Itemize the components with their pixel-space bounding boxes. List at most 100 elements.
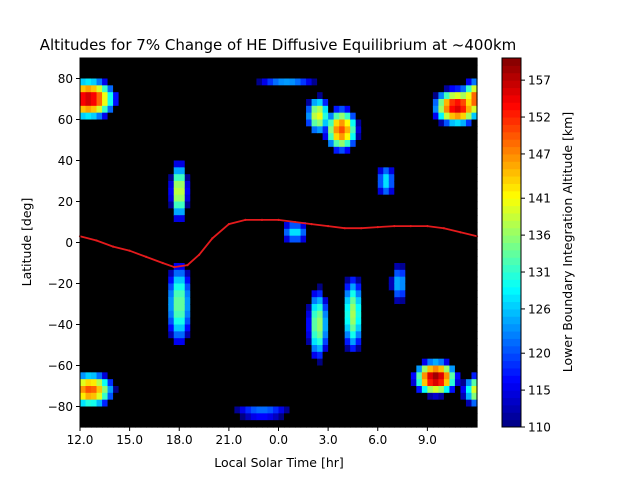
contour-cell <box>460 413 467 421</box>
contour-cell <box>179 276 186 285</box>
contour-cell <box>184 228 191 237</box>
contour-cell <box>124 379 131 387</box>
contour-cell <box>113 78 120 86</box>
line-point <box>244 218 247 221</box>
contour-cell <box>162 406 169 414</box>
contour-cell <box>157 222 164 230</box>
contour-cell <box>432 324 439 332</box>
contour-cell <box>190 58 197 66</box>
contour-cell <box>107 420 114 428</box>
contour-cell <box>80 112 87 121</box>
contour-cell <box>250 64 258 73</box>
contour-cell <box>179 283 186 291</box>
contour-cell <box>284 181 291 189</box>
contour-cell <box>300 208 307 216</box>
contour-cell <box>355 310 362 319</box>
contour-cell <box>118 338 125 346</box>
contour-cell <box>399 133 406 141</box>
contour-cell <box>427 297 434 305</box>
contour-cell <box>388 263 395 271</box>
contour-cell <box>140 85 147 93</box>
contour-cell <box>234 146 241 155</box>
contour-cell <box>460 167 467 175</box>
contour-cell <box>306 290 313 298</box>
contour-cell <box>443 310 451 319</box>
contour-cell <box>388 324 395 332</box>
contour-cell <box>284 167 291 175</box>
y-tick-label: 80 <box>58 72 73 86</box>
contour-cell <box>427 167 434 175</box>
contour-cell <box>443 242 451 250</box>
contour-cell <box>190 351 197 360</box>
contour-cell <box>212 112 219 121</box>
contour-cell <box>96 174 103 182</box>
contour-cell <box>372 92 379 100</box>
contour-cell <box>129 249 136 257</box>
contour-cell <box>129 345 136 353</box>
contour-cell <box>173 78 180 86</box>
contour-cell <box>350 64 357 73</box>
contour-cell <box>317 269 324 278</box>
contour-cell <box>140 358 147 367</box>
contour-cell <box>322 126 329 134</box>
contour-cell <box>80 351 87 360</box>
contour-cell <box>85 208 92 216</box>
contour-cell <box>460 174 467 182</box>
contour-cell <box>173 174 180 182</box>
contour-cell <box>206 297 213 305</box>
contour-cell <box>471 133 478 141</box>
colorbar-band <box>502 58 521 66</box>
contour-cell <box>228 420 235 428</box>
contour-cell <box>85 126 92 134</box>
contour-cell <box>432 338 439 346</box>
contour-cell <box>151 317 158 326</box>
contour-cell <box>328 263 335 271</box>
contour-cell <box>449 126 456 134</box>
contour-cell <box>383 99 390 107</box>
line-point <box>260 218 264 221</box>
contour-cell <box>140 297 147 305</box>
contour-cell <box>239 71 247 80</box>
contour-cell <box>146 153 153 162</box>
contour-cell <box>454 146 462 155</box>
contour-cell <box>179 249 186 257</box>
contour-cell <box>272 78 280 86</box>
contour-cell <box>465 351 473 360</box>
contour-cell <box>217 140 224 148</box>
contour-cell <box>372 112 379 121</box>
contour-cell <box>195 64 202 73</box>
contour-cell <box>223 365 230 373</box>
contour-cell <box>295 351 302 360</box>
contour-cell <box>179 167 186 175</box>
contour-cell <box>421 324 428 332</box>
contour-cell <box>306 228 313 237</box>
contour-cell <box>394 201 401 209</box>
contour-cell <box>272 85 280 93</box>
contour-cell <box>217 379 224 387</box>
contour-cell <box>129 256 136 264</box>
contour-cell <box>201 181 208 189</box>
contour-cell <box>190 338 197 346</box>
contour-cell <box>377 290 384 298</box>
contour-cell <box>361 64 368 73</box>
contour-cell <box>261 153 269 162</box>
contour-cell <box>195 153 202 162</box>
contour-cell <box>443 263 451 271</box>
contour-cell <box>184 92 191 100</box>
contour-cell <box>383 133 390 141</box>
contour-cell <box>328 283 335 291</box>
contour-cell <box>228 181 235 189</box>
contour-cell <box>261 269 269 278</box>
contour-cell <box>96 310 103 319</box>
contour-cell <box>217 290 224 298</box>
contour-cell <box>306 358 313 367</box>
contour-cell <box>317 379 324 387</box>
contour-cell <box>239 338 247 346</box>
contour-cell <box>350 283 357 291</box>
contour-cell <box>322 201 329 209</box>
contour-cell <box>322 153 329 162</box>
contour-cell <box>80 92 87 100</box>
contour-cell <box>212 58 219 66</box>
contour-cell <box>399 105 406 114</box>
contour-cell <box>432 345 439 353</box>
